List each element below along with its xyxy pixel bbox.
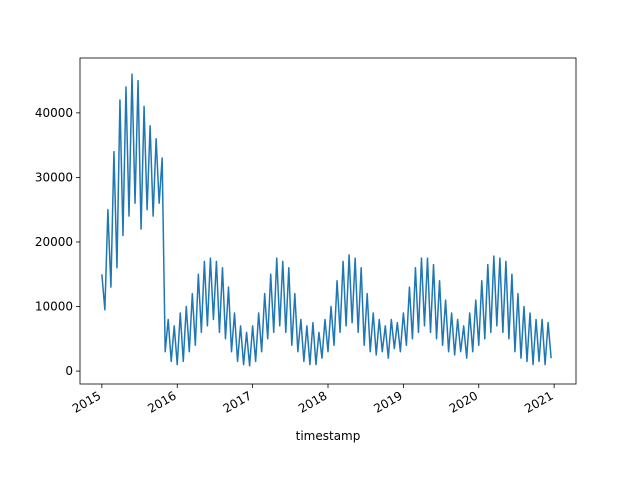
y-tick-label: 30000 — [35, 170, 73, 184]
y-tick-label: 10000 — [35, 300, 73, 314]
line — [101, 73, 552, 367]
plot-frame — [79, 57, 577, 385]
x-axis-label: timestamp — [296, 429, 361, 443]
y-tick-label: 40000 — [35, 106, 73, 120]
y-tick-label: 0 — [65, 364, 73, 378]
y-tick-label: 20000 — [35, 235, 73, 249]
